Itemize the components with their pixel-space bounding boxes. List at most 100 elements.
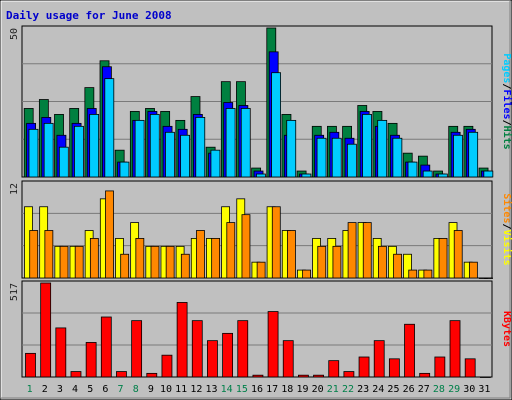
x-tick-day-8: 8 [133,384,139,395]
bar-kbytes-day-9 [146,372,158,378]
x-tick-day-3: 3 [57,384,63,395]
x-tick-day-13: 13 [205,384,217,395]
bar-sites-day-2 [44,230,54,279]
bar-pages-day-24 [377,119,388,178]
legend-sites: Sites [501,193,512,223]
legend-separator: / [501,120,512,126]
bar-pages-day-27 [422,170,433,178]
x-tick-day-17: 17 [266,384,278,395]
bar-kbytes-day-22 [343,371,355,378]
x-tick-day-18: 18 [281,384,293,395]
bar-sites-day-25 [393,253,402,279]
x-tick-day-30: 30 [463,384,475,395]
bar-sites-day-29 [453,230,463,279]
bar-sites-day-24 [378,245,387,279]
x-tick-day-23: 23 [357,384,369,395]
x-tick-day-28: 28 [433,384,445,395]
x-tick-day-12: 12 [190,384,202,395]
bar-pages-day-14 [225,108,236,178]
bar-pages-day-4 [74,125,84,178]
x-tick-day-25: 25 [387,384,399,395]
bar-pages-day-23 [362,114,372,178]
bar-kbytes-day-1 [25,352,36,378]
bar-sites-day-31 [484,277,493,279]
bar-pages-day-8 [134,119,145,178]
bar-sites-day-14 [226,222,236,279]
bar-kbytes-day-18 [282,340,294,378]
bar-pages-day-20 [316,137,327,178]
bar-sites-day-20 [317,245,327,279]
bar-kbytes-day-13 [207,340,218,378]
bar-pages-day-6 [104,78,115,178]
x-tick-day-29: 29 [448,384,460,395]
bar-kbytes-day-29 [449,320,461,378]
bar-kbytes-day-5 [85,342,97,378]
bar-sites-day-3 [59,245,69,279]
bar-kbytes-day-14 [222,332,234,378]
bar-sites-day-12 [196,230,205,279]
bar-sites-day-19 [302,269,312,279]
bar-pages-day-16 [256,173,266,178]
chart-panel-3: 517 KBytes [9,280,512,378]
bar-sites-day-11 [180,253,190,279]
x-tick-day-7: 7 [118,384,124,395]
x-tick-day-21: 21 [327,384,339,395]
bar-kbytes-day-30 [464,358,476,378]
y-max-label: 517 [9,283,20,301]
bar-kbytes-day-25 [388,358,400,378]
bar-pages-day-2 [43,122,54,178]
bar-sites-day-4 [74,245,84,279]
bar-sites-day-15 [241,214,251,279]
legend-separator: / [501,223,512,229]
bar-pages-day-7 [119,161,130,178]
bar-kbytes-day-11 [176,302,188,378]
bar-kbytes-day-12 [191,320,203,378]
bar-kbytes-day-21 [328,360,340,378]
bar-sites-day-18 [287,230,296,279]
x-tick-day-24: 24 [372,384,384,395]
bar-kbytes-day-10 [161,354,173,378]
bar-pages-day-26 [407,161,418,178]
bar-pages-day-17 [271,72,281,178]
x-tick-day-5: 5 [87,384,93,395]
bar-pages-day-1 [28,128,39,178]
legend-separator: / [501,83,512,89]
x-tick-day-26: 26 [403,384,415,395]
bar-kbytes-day-15 [237,320,249,378]
bar-sites-day-30 [468,261,478,279]
bar-kbytes-day-27 [419,372,431,378]
bar-sites-day-23 [362,222,372,279]
panel-2-side-legend: Sites/Visits [501,193,512,265]
bar-kbytes-day-26 [404,323,415,378]
legend-kbytes: KBytes [501,311,512,347]
bar-kbytes-day-17 [267,311,279,378]
legend-hits: Hits [501,126,512,150]
bar-sites-day-28 [438,238,448,279]
bar-pages-day-12 [195,117,206,178]
bar-kbytes-day-28 [434,356,446,378]
bar-pages-day-31 [483,170,494,178]
x-tick-day-31: 31 [478,384,490,395]
bar-pages-day-13 [210,149,221,178]
x-axis: 1 2 3 4 5 6 7 8 9 10 11 12 13 14 15 16 17 18 19 20 21 22 23 24 2… [27,384,491,395]
bar-kbytes-day-6 [100,316,112,378]
x-tick-day-10: 10 [160,384,172,395]
legend-visits: Visits [501,230,512,266]
panel-3-side-legend: KBytes [501,311,512,347]
chart-panel-2: 12 Sites/Visits [9,180,512,279]
bar-pages-day-18 [286,119,297,178]
chart-title: Daily usage for June 2008 [6,9,172,22]
panel-1-side-legend: Pages/Files/Hits [501,53,512,149]
bar-pages-day-10 [165,131,175,178]
bar-kbytes-day-16 [252,374,264,378]
bar-sites-day-8 [135,238,145,279]
bar-pages-day-19 [301,173,312,178]
legend-files: Files [501,89,512,119]
bar-pages-day-11 [180,134,191,178]
bar-sites-day-9 [150,245,160,279]
bar-pages-day-5 [89,114,100,178]
x-tick-day-15: 15 [236,384,248,395]
